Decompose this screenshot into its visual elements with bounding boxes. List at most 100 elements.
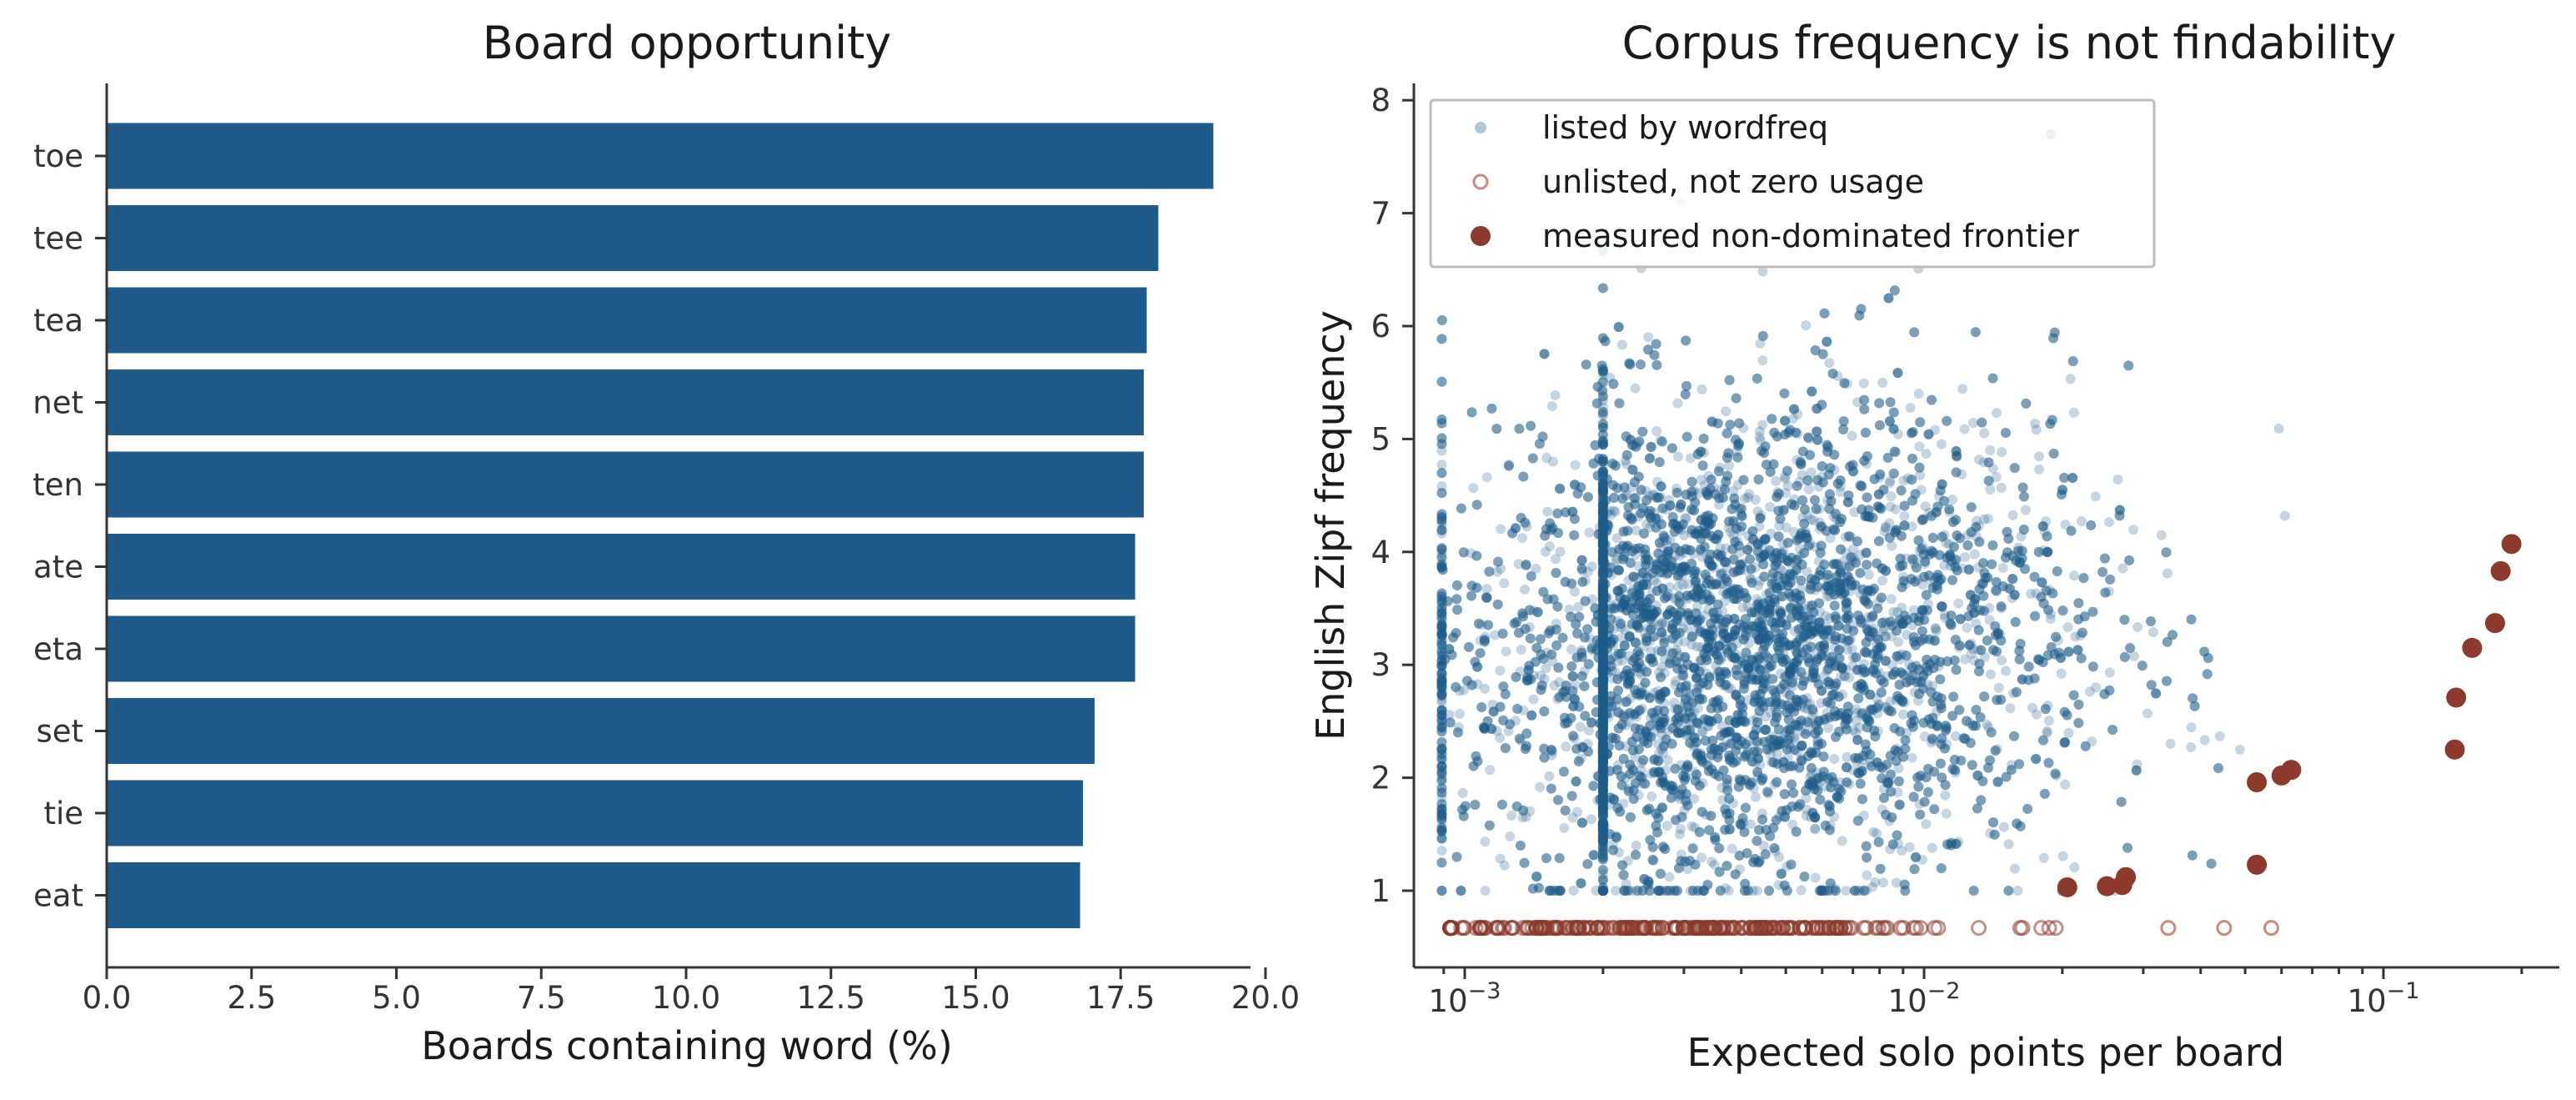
listed-point [1597,422,1608,433]
listed-point [1880,523,1891,534]
listed-point [1636,758,1647,769]
listed-point [1792,746,1803,757]
listed-point [1802,632,1812,643]
listed-point [1579,666,1590,676]
listed-point [1597,719,1608,730]
listed-point [1752,506,1763,517]
listed-point [1969,549,1980,560]
listed-point [1631,840,1641,851]
listed-point [1728,530,1739,541]
listed-point [1597,470,1608,480]
listed-point [2009,863,2020,874]
listed-point [1650,707,1661,718]
listed-point [1597,539,1608,550]
bar-y-tick-label: tea [33,303,83,339]
listed-point [1630,383,1641,394]
listed-point [1830,585,1841,595]
listed-point [1611,598,1622,609]
listed-point [1597,657,1608,668]
listed-point [1842,762,1852,773]
listed-point [1730,717,1741,728]
listed-point [1831,658,1842,669]
listed-point [1610,506,1621,517]
listed-point [1962,622,1972,633]
bar-x-tick-label: 15.0 [941,980,1010,1016]
listed-point [1814,517,1825,528]
listed-point [1939,610,1950,620]
listed-point [1547,746,1558,757]
listed-point [1770,580,1781,590]
listed-point [1919,731,1930,742]
listed-point [1713,500,1724,510]
listed-point [1814,776,1825,786]
listed-point [1953,598,1964,609]
listed-point [2043,716,2054,726]
listed-point [1780,687,1791,698]
listed-point [1740,627,1751,638]
listed-point [1774,520,1785,531]
listed-point [1725,584,1736,595]
listed-point [1742,747,1753,758]
listed-point [1754,432,1765,443]
listed-point [1676,760,1686,771]
listed-point [1701,810,1711,821]
listed-point [1781,522,1792,533]
listed-point [1788,526,1799,537]
listed-point [1545,541,1556,552]
listed-point [1597,564,1608,575]
listed-point [1993,682,2004,693]
listed-point [1674,650,1685,661]
listed-point [1891,447,1902,458]
listed-point [1597,873,1608,884]
listed-point [1436,753,1447,764]
listed-point [1616,339,1627,350]
listed-point [1877,804,1887,815]
listed-point [1750,495,1761,505]
listed-point [1811,404,1822,414]
listed-point [1836,671,1847,682]
listed-point [1672,581,1683,592]
listed-point [2038,852,2049,863]
listed-point [1737,558,1748,569]
bar-y-tick-label: ten [33,467,83,503]
bar-x-axis-label: Boards containing word (%) [421,1023,953,1068]
listed-point [1985,669,1996,680]
listed-point [1929,424,1940,435]
listed-point [1647,517,1658,528]
listed-point [1531,563,1541,574]
listed-point [1517,533,1528,544]
listed-point [1626,710,1636,721]
listed-point [1917,541,1928,552]
listed-point [2090,491,2101,502]
listed-point [1750,562,1761,573]
listed-point [1577,565,1588,576]
listed-point [1769,624,1780,635]
listed-point [1659,618,1670,629]
listed-point [1711,607,1722,618]
listed-point [1619,709,1630,720]
listed-point [1930,623,1941,634]
listed-point [1597,608,1608,619]
listed-point [1885,501,1896,512]
bar-tie [107,780,1084,846]
listed-point [1646,586,1657,597]
listed-point [1879,616,1890,627]
listed-point [2076,516,2087,527]
listed-point [1752,694,1762,705]
listed-point [1662,726,1673,736]
listed-point [1633,560,1644,571]
listed-point [1747,608,1757,619]
listed-point [1597,792,1608,803]
bar-y-tick-label: toe [33,138,83,174]
listed-point [1550,390,1561,401]
listed-point [2042,727,2052,738]
listed-point [1979,428,1990,439]
listed-point [1870,876,1881,887]
listed-point [2007,510,2018,520]
listed-point [1732,445,1742,456]
listed-point [1803,655,1814,666]
listed-point [1768,731,1779,742]
listed-point [1723,522,1734,533]
listed-point [1597,590,1608,600]
listed-point [1597,409,1608,419]
